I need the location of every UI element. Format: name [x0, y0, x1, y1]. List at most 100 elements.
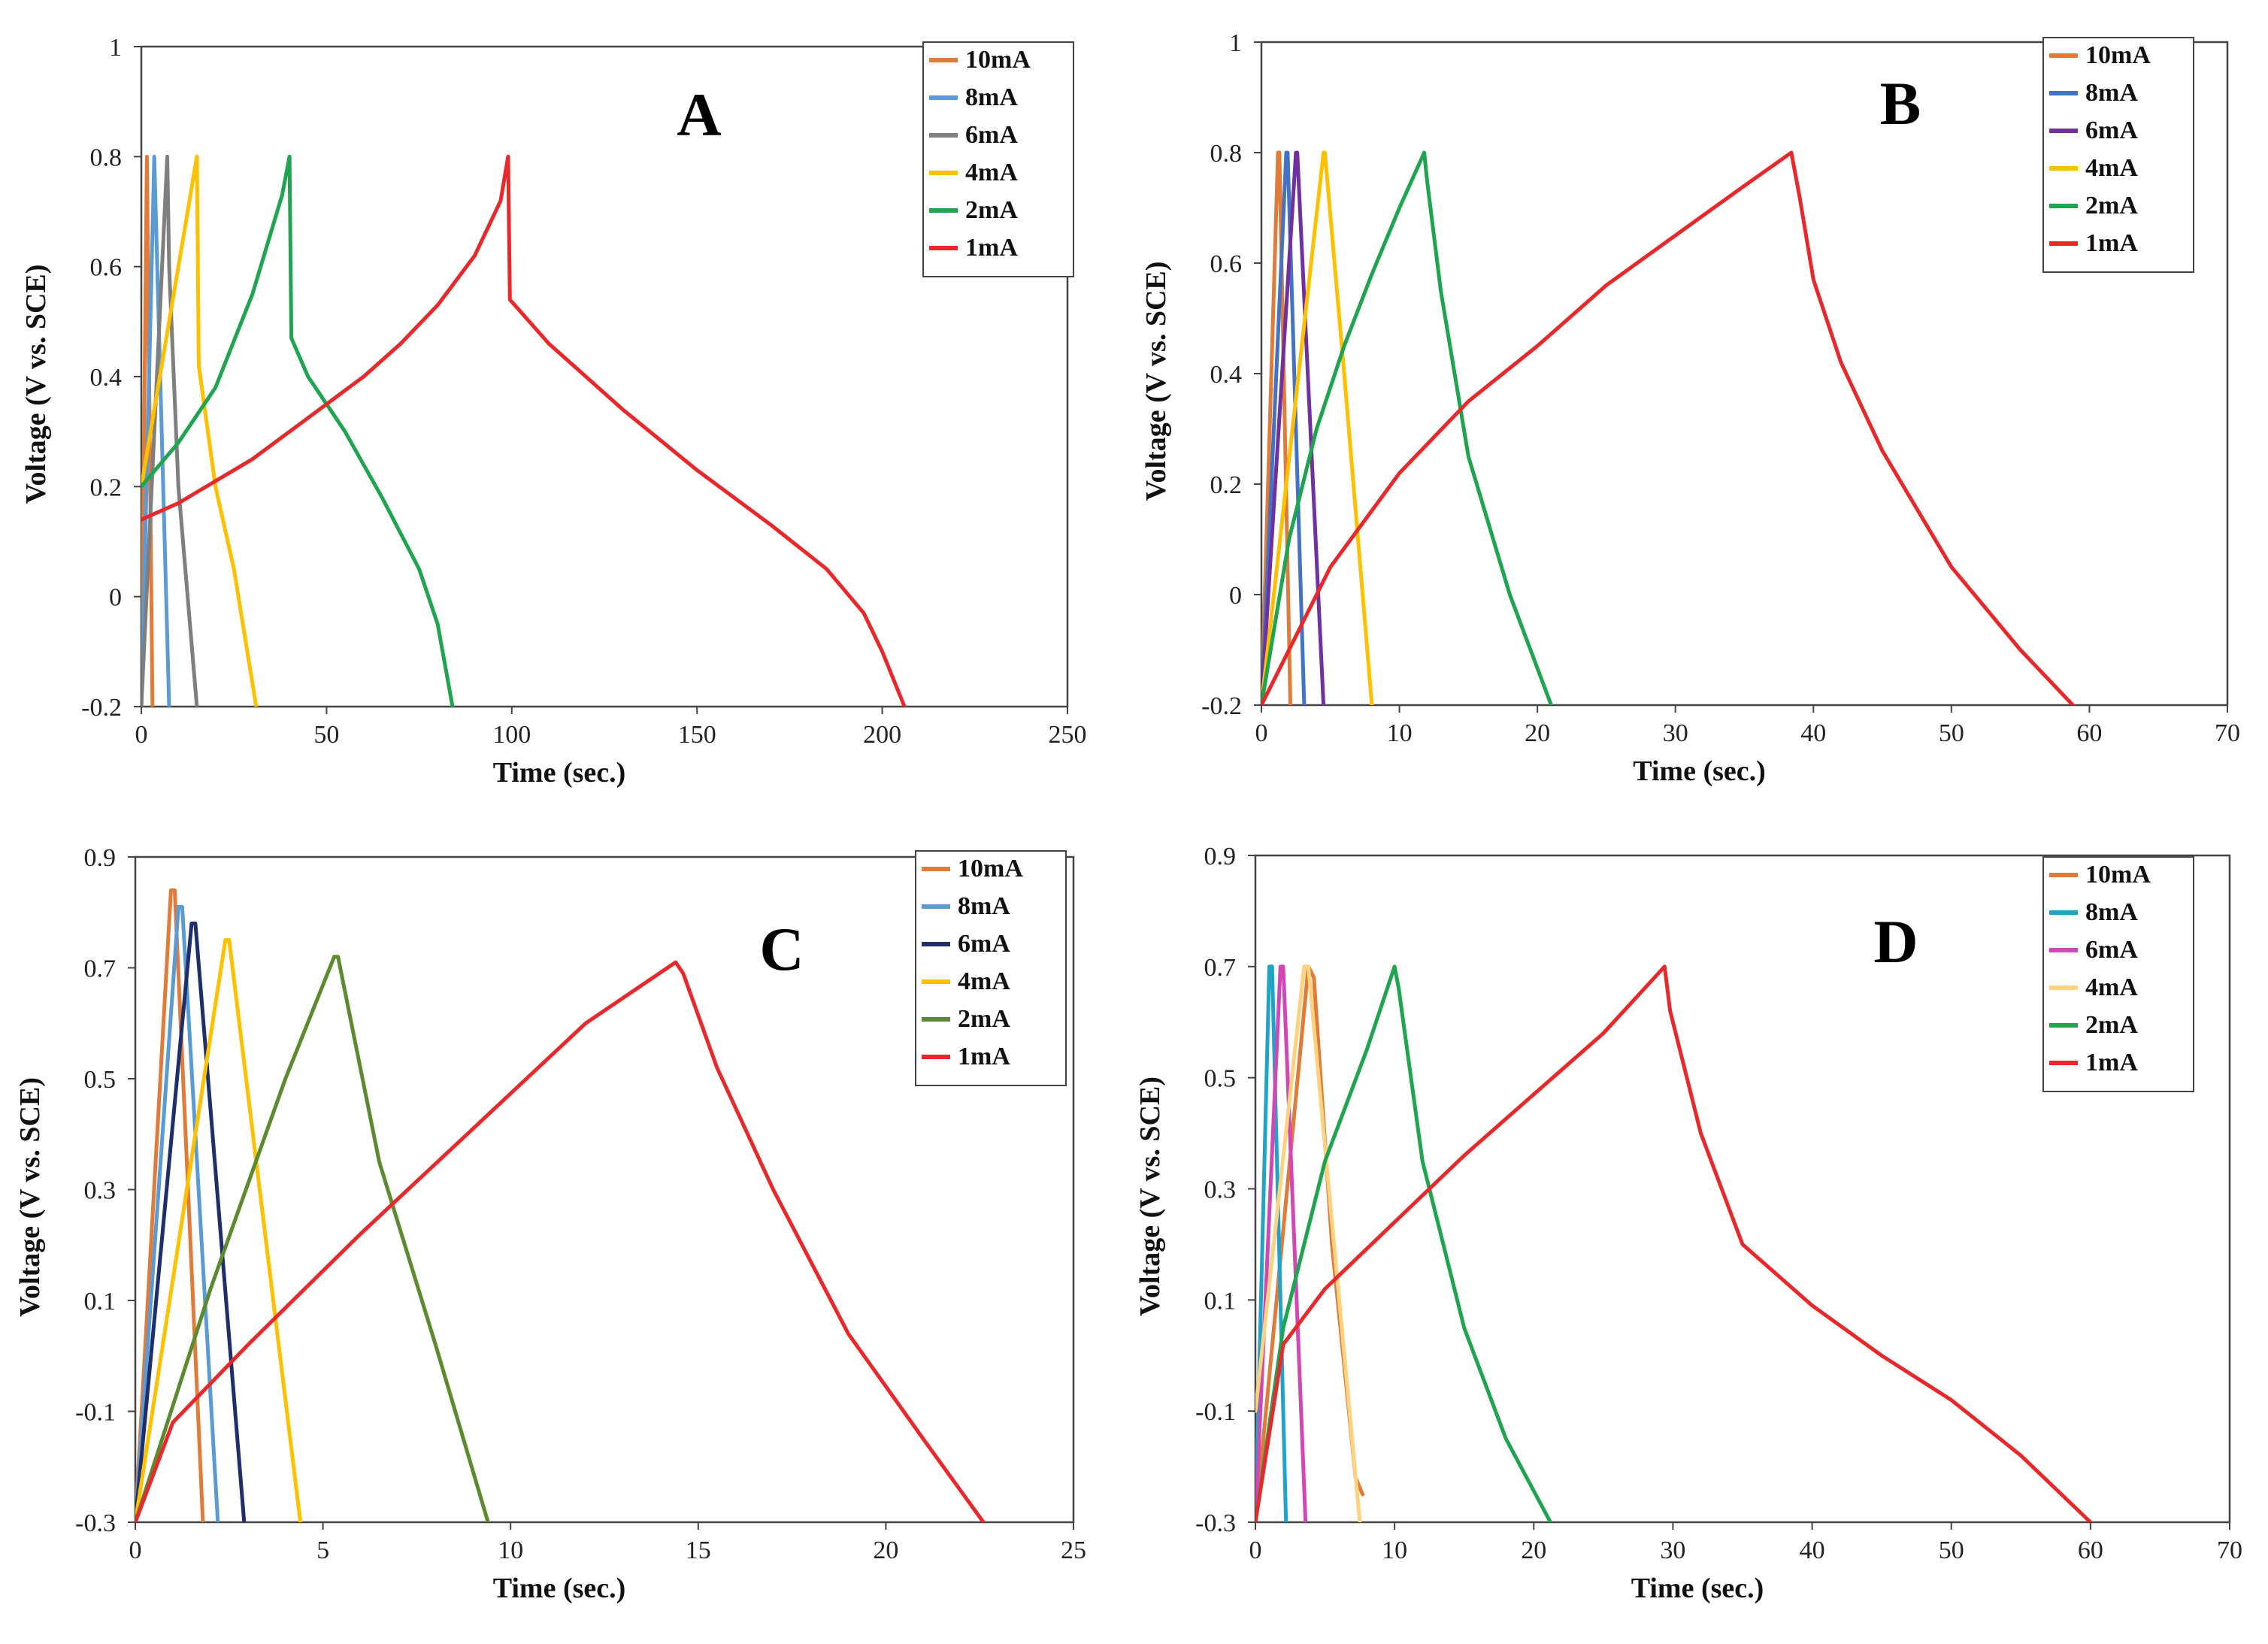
- legend-label: 2mA: [2085, 1011, 2138, 1039]
- x-tick-label: 10: [498, 1537, 523, 1564]
- x-tick-label: 15: [686, 1537, 711, 1564]
- legend-label: 8mA: [965, 83, 1018, 111]
- y-tick-label: 1: [1229, 29, 1242, 57]
- x-tick-label: 0: [135, 721, 148, 749]
- x-tick-label: 30: [1660, 1537, 1685, 1564]
- legend-label: 10mA: [2085, 861, 2151, 889]
- series-line-10mA: [135, 888, 205, 1522]
- series-group: [1261, 150, 2075, 705]
- y-tick-label: 0.7: [84, 955, 117, 983]
- panel-letter: B: [1880, 69, 1921, 138]
- y-axis-label: Voltage (V vs. SCE): [20, 265, 52, 504]
- series-line-8mA: [1261, 150, 1307, 705]
- y-tick-label: 0.2: [1210, 471, 1243, 499]
- x-tick-label: 30: [1663, 719, 1688, 747]
- x-axis-label: Time (sec.): [1633, 755, 1766, 787]
- panel-d: 0 10 20 30 40 50 60 70 -0.3 -0.1 0.1 0.3 0.5 0.7 0.9 Ti…: [1134, 843, 2242, 1604]
- legend-label: 10mA: [2085, 41, 2151, 69]
- panel-letter: C: [759, 915, 804, 983]
- series-line-6mA: [1261, 150, 1326, 705]
- legend-label: 8mA: [2085, 79, 2138, 107]
- series-line-2mA: [1255, 964, 1552, 1522]
- x-tick-label: 200: [863, 721, 901, 749]
- series-line-6mA: [135, 922, 247, 1522]
- panel-b: 0 10 20 30 40 50 60 70 -0.2 0 0.2 0.4 0.6 0.8 1 Time (s…: [1140, 29, 2240, 787]
- x-tick-label: 60: [2076, 719, 2102, 747]
- x-tick-label: 20: [873, 1537, 898, 1564]
- y-axis-label: Voltage (V vs. SCE): [1140, 262, 1172, 501]
- y-tick-label: 0.1: [1204, 1287, 1237, 1315]
- legend-label: 8mA: [2085, 898, 2138, 926]
- legend-label: 6mA: [965, 121, 1018, 149]
- y-tick-label: 0.8: [90, 144, 123, 171]
- y-tick-label: -0.1: [1195, 1398, 1236, 1426]
- panel-c: 0 5 10 15 20 25 -0.3 -0.1 0.1 0.3 0.5 0.7 0.9 Time (s…: [14, 844, 1086, 1604]
- legend-label: 2mA: [958, 1005, 1010, 1033]
- legend-label: 2mA: [965, 196, 1018, 224]
- legend-label: 2mA: [2085, 192, 2138, 220]
- y-tick-label: 0.3: [84, 1177, 117, 1205]
- x-axis-label: Time (sec.): [493, 757, 626, 789]
- series-line-4mA: [1261, 150, 1374, 705]
- x-tick-label: 10: [1387, 719, 1413, 747]
- y-axis-label: Voltage (V vs. SCE): [1134, 1076, 1166, 1316]
- legend-box: [922, 41, 1074, 277]
- x-axis-label: Time (sec.): [1631, 1573, 1764, 1604]
- y-tick-label: 0.5: [1204, 1065, 1237, 1093]
- y-tick-label: 0.7: [1204, 954, 1237, 982]
- y-tick-label: 1: [109, 34, 122, 62]
- y-tick-label: 0.6: [1210, 250, 1243, 278]
- series-line-4mA: [1255, 964, 1362, 1522]
- legend-label: 1mA: [2085, 1049, 2138, 1076]
- x-tick-label: 25: [1061, 1537, 1086, 1564]
- x-tick-label: 20: [1525, 719, 1550, 747]
- y-tick-label: 0: [109, 584, 122, 612]
- legend-box: [2042, 37, 2194, 273]
- series-line-2mA: [141, 154, 455, 707]
- legend-label: 4mA: [2085, 154, 2138, 182]
- legend-label: 1mA: [2085, 229, 2138, 257]
- x-tick-label: 0: [1255, 719, 1268, 747]
- y-tick-label: 0: [1229, 582, 1242, 610]
- panel-a: 0 50 100 150 200 250 -0.2 0 0.2 0.4 0.6 0.8 1 Time (s…: [20, 34, 1087, 789]
- series-line-2mA: [135, 955, 490, 1522]
- series-line-4mA: [135, 938, 303, 1522]
- legend-label: 4mA: [965, 159, 1018, 186]
- x-tick-label: 40: [1800, 1537, 1825, 1564]
- x-tick-label: 5: [316, 1537, 329, 1564]
- x-tick-label: 50: [1939, 1537, 1964, 1564]
- series-line-10mA: [1261, 150, 1292, 705]
- series-line-1mA: [141, 154, 907, 707]
- series-line-8mA: [141, 154, 171, 707]
- y-tick-label: 0.4: [90, 364, 123, 392]
- y-tick-label: 0.3: [1204, 1176, 1237, 1204]
- x-axis-label: Time (sec.): [493, 1573, 626, 1604]
- x-tick-label: 150: [678, 721, 716, 749]
- x-tick-label: 20: [1521, 1537, 1546, 1564]
- series-line-4mA: [141, 154, 259, 707]
- series-line-6mA: [141, 154, 199, 707]
- y-tick-label: -0.2: [1201, 692, 1242, 720]
- series-line-1mA: [1255, 964, 2093, 1522]
- series-line-10mA: [1255, 964, 1365, 1522]
- y-tick-label: 0.9: [1204, 843, 1237, 870]
- y-tick-label: 0.5: [84, 1066, 117, 1094]
- series-line-1mA: [135, 960, 986, 1522]
- x-tick-label: 100: [492, 721, 531, 749]
- legend-box: [2042, 856, 2194, 1092]
- legend-label: 4mA: [2085, 973, 2138, 1001]
- x-tick-label: 70: [2215, 719, 2240, 747]
- x-tick-label: 50: [313, 721, 339, 749]
- y-tick-label: -0.3: [75, 1509, 116, 1537]
- y-tick-label: 0.6: [90, 254, 123, 282]
- x-tick-label: 50: [1939, 719, 1964, 747]
- series-line-8mA: [135, 904, 220, 1522]
- legend-label: 6mA: [2085, 117, 2138, 144]
- series-group: [135, 888, 986, 1522]
- x-tick-label: 40: [1800, 719, 1826, 747]
- series-line-6mA: [1255, 964, 1308, 1522]
- legend-label: 10mA: [965, 46, 1031, 74]
- x-tick-label: 10: [1382, 1537, 1407, 1564]
- legend-label: 10mA: [958, 855, 1023, 883]
- y-tick-label: 0.9: [84, 844, 117, 872]
